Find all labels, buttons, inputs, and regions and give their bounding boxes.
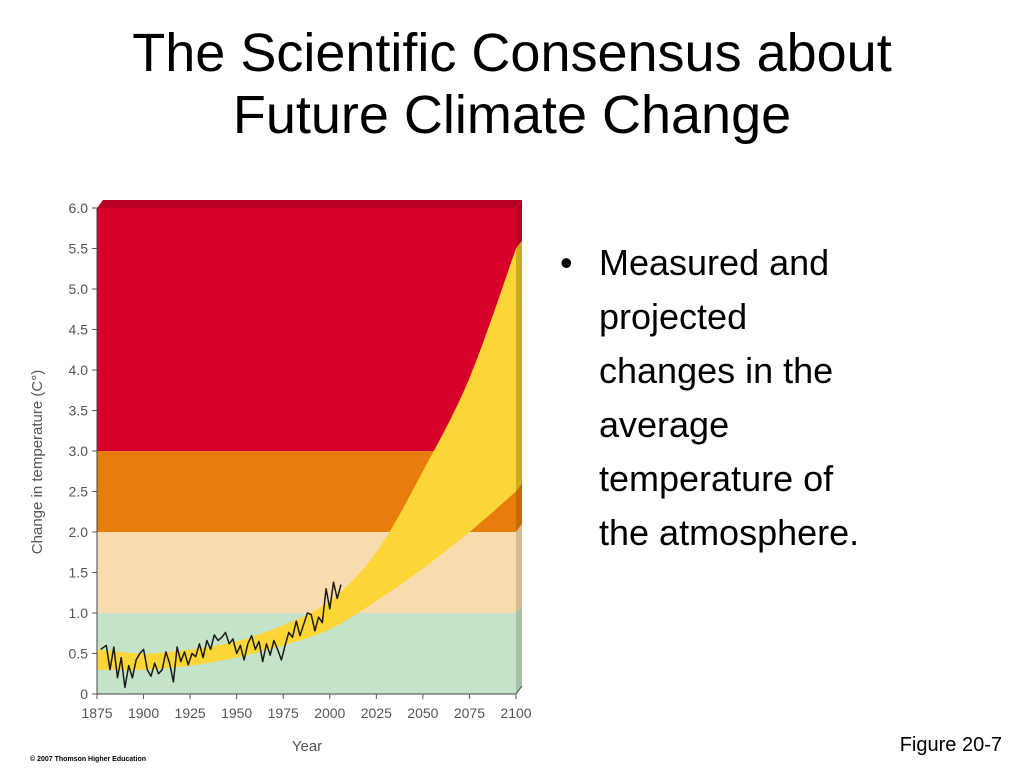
y-tick-label: 5.0 — [69, 281, 89, 297]
y-tick-label: 5.5 — [69, 241, 89, 257]
bullet-line-1: Measured and — [599, 242, 830, 283]
x-axis-label: Year — [292, 738, 322, 755]
measured-temperature-layer — [100, 581, 342, 689]
y-tick-label: 1.0 — [69, 605, 89, 621]
copyright-notice: © 2007 Thomson Higher Education — [30, 756, 147, 763]
y-tick-label: 3.5 — [69, 403, 89, 419]
y-tick-label: 4.0 — [69, 362, 89, 378]
temperature-chart: 0 0.5 1.0 1.5 2.0 2.5 3.0 3.5 4.0 4.5 5.0 5.5 6.0 18… — [29, 200, 532, 755]
temperature-band-side-1 — [516, 605, 522, 694]
x-tick-label: 1950 — [221, 705, 252, 721]
y-axis-label: Change in temperature (C°) — [29, 370, 46, 554]
x-tick-label: 1975 — [268, 705, 299, 721]
y-tick-label: 4.5 — [69, 322, 89, 338]
x-axis-depth-edge — [515, 685, 523, 695]
bullet-line-5: temperature of — [599, 458, 834, 499]
bullet-line-3: changes in the — [599, 350, 834, 391]
title-line-2: Future Climate Change — [232, 85, 792, 145]
y-tick-label: 3.0 — [69, 443, 89, 459]
bullet-line-6: the atmosphere. — [599, 512, 860, 553]
projection-band-layer — [97, 240, 522, 670]
x-tick-label: 1925 — [175, 705, 206, 721]
bullet-line-2: projected — [599, 296, 748, 337]
slide-title: The Scientific Consensus about Future Cl… — [0, 22, 1024, 146]
x-axis-ticks: 1875 1900 1925 1950 1975 2000 2025 2050 2075 2100 — [81, 694, 532, 721]
y-axis-ticks: 0 0.5 1.0 1.5 2.0 2.5 3.0 3.5 4.0 4.5 5.0 5.5 6.0 — [69, 200, 97, 702]
x-tick-label: 2050 — [407, 705, 438, 721]
y-tick-label: 0.5 — [69, 646, 89, 662]
bullet-text: Measured and projected changes in the av… — [599, 236, 859, 560]
chart-top-face — [97, 200, 522, 208]
x-tick-label: 1900 — [128, 705, 159, 721]
x-tick-label: 1875 — [81, 705, 112, 721]
bullet-line-4: average — [599, 404, 730, 445]
temperature-band-4 — [97, 208, 516, 451]
x-tick-label: 2075 — [454, 705, 485, 721]
y-tick-label: 1.5 — [69, 565, 89, 581]
bullet-symbol: • — [560, 242, 573, 283]
y-tick-label: 2.5 — [69, 484, 89, 500]
figure-label: Figure 20-7 — [899, 734, 1002, 756]
temperature-band-side-2 — [516, 524, 522, 613]
x-tick-label: 2025 — [361, 705, 392, 721]
projection-band — [97, 248, 516, 670]
x-tick-label: 2000 — [314, 705, 345, 721]
y-tick-label: 2.0 — [69, 524, 89, 540]
title-line-1: The Scientific Consensus about — [132, 23, 892, 83]
measured-temperature-line-1 — [100, 581, 342, 689]
y-tick-label: 0 — [80, 686, 88, 702]
y-tick-label: 6.0 — [69, 200, 89, 216]
projection-band-side — [516, 240, 522, 492]
x-tick-label: 2100 — [500, 705, 531, 721]
